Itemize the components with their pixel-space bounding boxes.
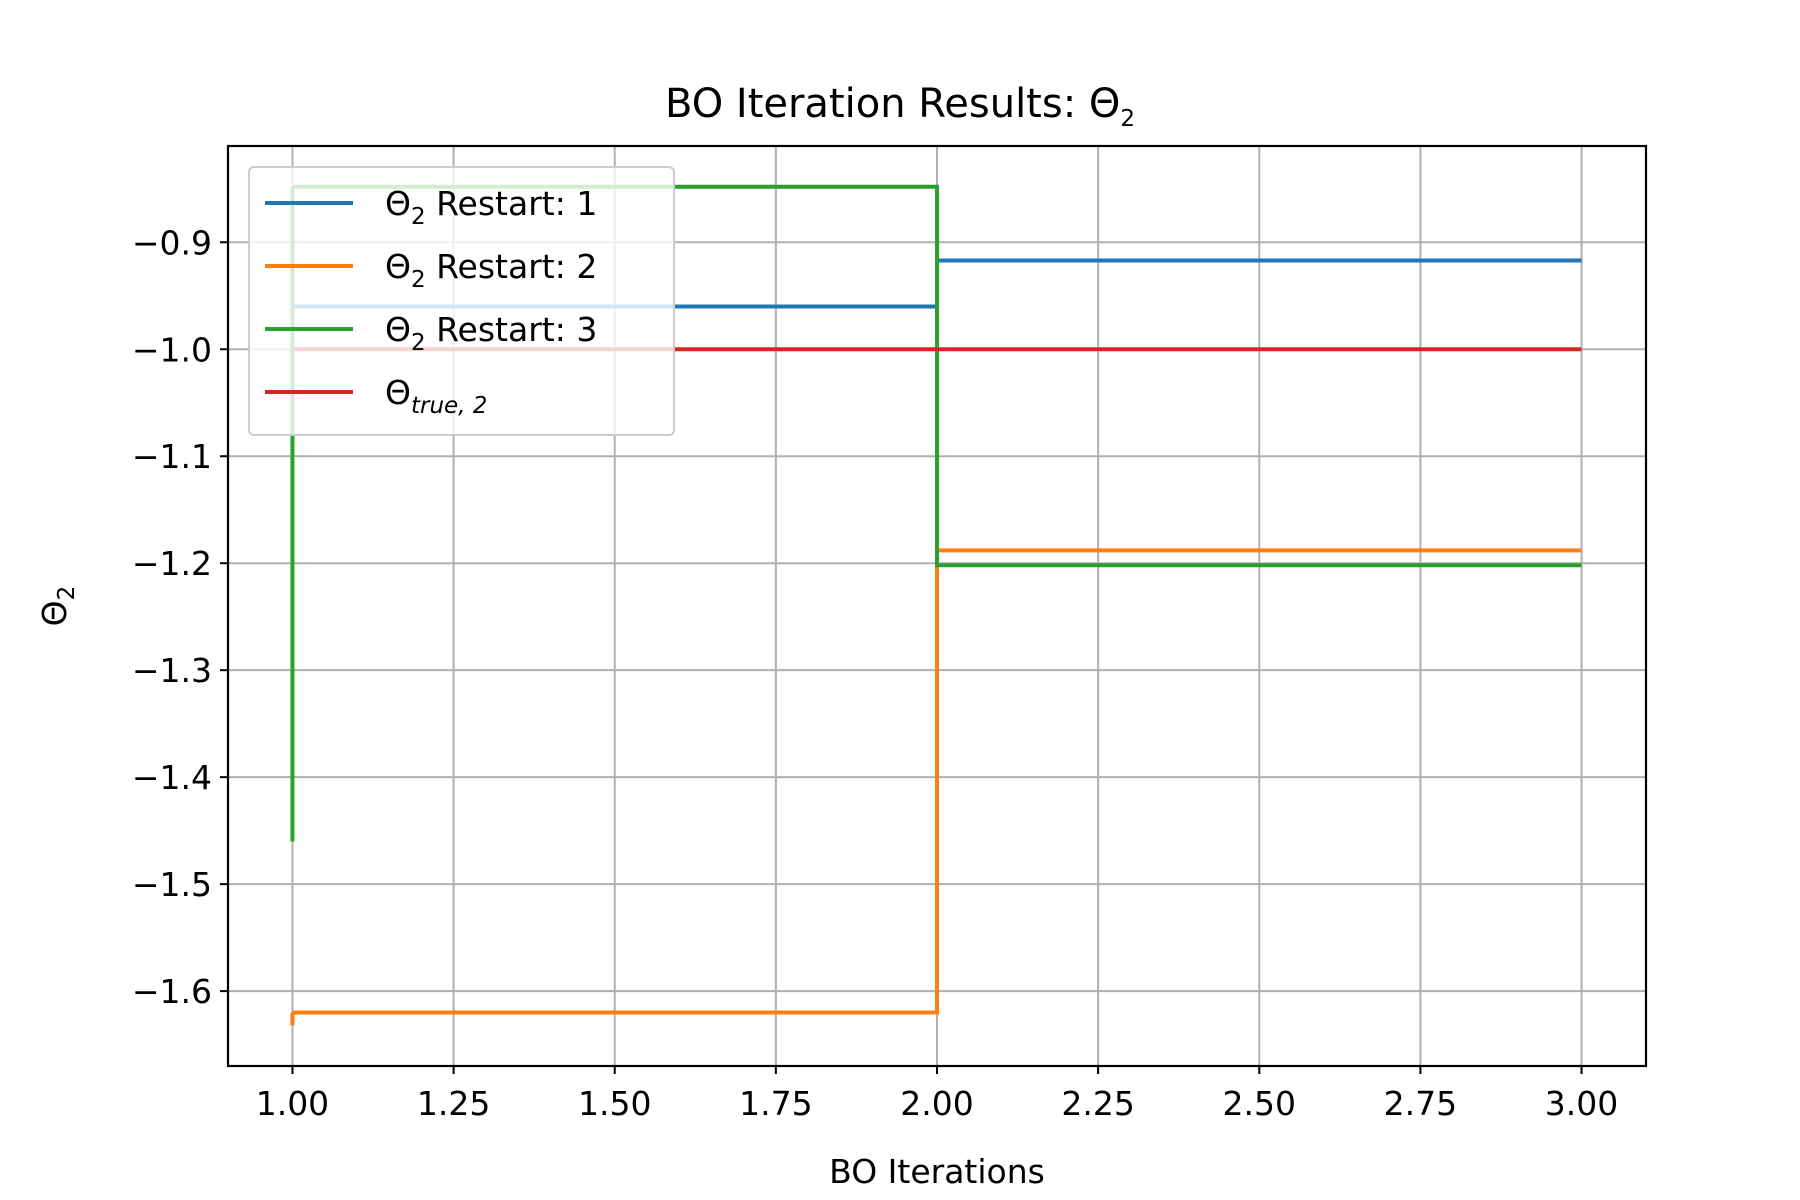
x-tick-label: 1.00 (256, 1084, 329, 1123)
y-tick-label: −1.5 (132, 865, 212, 904)
chart-title-subscript: 2 (1120, 106, 1135, 132)
y-axis-label-subscript: 2 (54, 586, 80, 601)
y-tick-label: −1.3 (132, 651, 212, 690)
legend-entry-4: Θtrue, 2 (385, 373, 487, 419)
legend-entry-base: Θ (385, 247, 411, 286)
y-axis-label: Θ2 (35, 586, 80, 627)
y-tick-label: −1.6 (132, 972, 212, 1011)
series-line-2 (292, 548, 1582, 1015)
y-tick-label: −1.1 (132, 437, 212, 476)
y-axis-label-main: Θ (35, 600, 74, 626)
legend-entry-subscript: 2 (411, 267, 426, 293)
legend-entry-subscript: 2 (411, 330, 426, 356)
legend-entry-base: Θ (385, 310, 411, 349)
legend-entry-base: Θ (385, 373, 411, 412)
legend-box (248, 166, 675, 436)
chart-title: BO Iteration Results: Θ2 (665, 81, 1135, 132)
x-tick-label: 2.75 (1384, 1084, 1457, 1123)
legend-entry-rest: Restart: 2 (426, 247, 598, 286)
legend-entry-1: Θ2 Restart: 1 (385, 184, 597, 230)
x-tick-label: 1.75 (739, 1084, 812, 1123)
axis-ticks: 1.00 1.25 1.50 1.75 2.00 2.25 2.50 2.75 3.00 −0.9… (132, 223, 1618, 1123)
y-tick-label: −1.0 (132, 330, 212, 369)
x-axis-label: BO Iterations (829, 1152, 1045, 1191)
x-tick-label: 1.25 (417, 1084, 490, 1123)
legend: Θ2 Restart: 1Θ2 Restart: 2Θ2 Restart: 3Θ… (248, 166, 675, 436)
chart-title-main: BO Iteration Results: Θ (665, 81, 1120, 127)
legend-entry-rest: Restart: 1 (426, 184, 598, 223)
x-tick-label: 2.50 (1223, 1084, 1296, 1123)
legend-entry-2: Θ2 Restart: 2 (385, 247, 597, 293)
y-tick-label: −1.2 (132, 544, 212, 583)
legend-entry-3: Θ2 Restart: 3 (385, 310, 597, 356)
x-tick-label: 2.00 (900, 1084, 973, 1123)
y-tick-label: −0.9 (132, 223, 212, 262)
legend-entry-subscript: true, 2 (411, 393, 487, 419)
x-tick-label: 2.25 (1061, 1084, 1134, 1123)
legend-entry-base: Θ (385, 184, 411, 223)
legend-entry-subscript: 2 (411, 204, 426, 230)
y-tick-label: −1.4 (132, 758, 212, 797)
legend-entry-rest: Restart: 3 (426, 310, 598, 349)
x-tick-label: 3.00 (1545, 1084, 1618, 1123)
x-tick-label: 1.50 (578, 1084, 651, 1123)
